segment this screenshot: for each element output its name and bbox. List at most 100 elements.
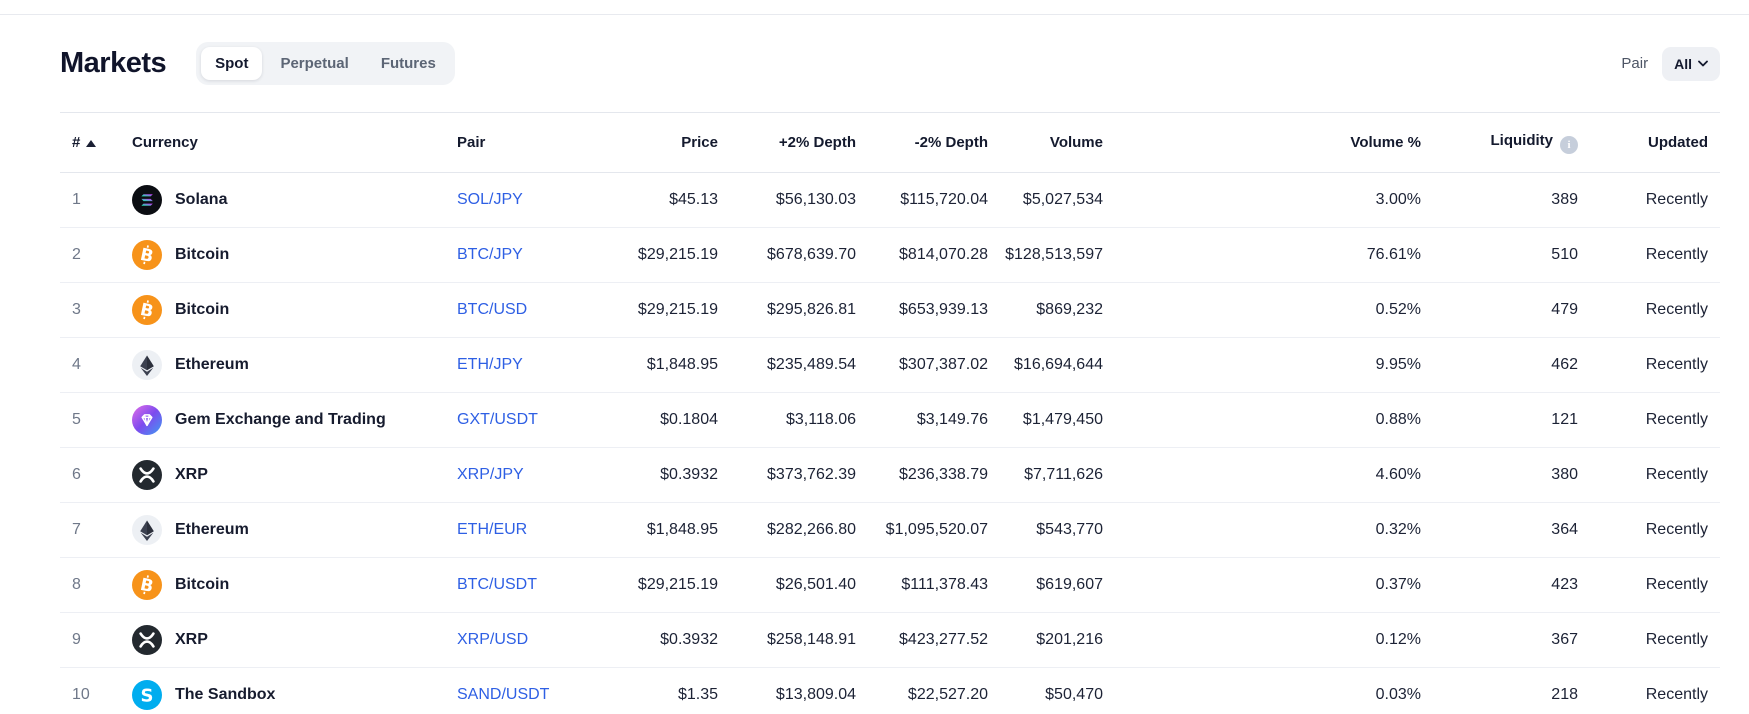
volume-cell: $128,513,597 (1000, 227, 1115, 283)
pair-cell: ETH/JPY (445, 337, 610, 393)
pair-filter-dropdown[interactable]: All (1662, 46, 1720, 81)
pair-link[interactable]: BTC/USDT (457, 576, 537, 593)
currency-cell: Solana (120, 172, 445, 228)
column-header-volume-pct[interactable]: Volume % (1115, 112, 1433, 173)
currency-name: The Sandbox (175, 686, 276, 703)
depth-minus-cell: $423,277.52 (868, 612, 1000, 668)
xrp-icon (132, 625, 162, 655)
column-header-depth-minus[interactable]: -2% Depth (868, 112, 1000, 173)
currency-cell: Ethereum (120, 337, 445, 393)
table-row: 8 B Bitcoin BTC/USDT $29,215.19 $26,501.… (60, 557, 1720, 613)
currency-cell: B Bitcoin (120, 282, 445, 338)
depth-plus-cell: $26,501.40 (730, 557, 868, 613)
price-cell: $45.13 (610, 172, 730, 228)
updated-cell: Recently (1590, 172, 1720, 228)
rank-cell: 4 (60, 337, 120, 393)
column-header-price[interactable]: Price (610, 112, 730, 173)
currency-cell: Ethereum (120, 502, 445, 558)
price-cell: $29,215.19 (610, 282, 730, 338)
column-header-volume[interactable]: Volume (1000, 112, 1115, 173)
currency-name: Bitcoin (175, 576, 230, 593)
column-header-currency[interactable]: Currency (120, 112, 445, 173)
tab-perpetual[interactable]: Perpetual (266, 47, 362, 80)
volume-pct-cell: 4.60% (1115, 447, 1433, 503)
tab-spot[interactable]: Spot (201, 47, 263, 80)
market-rows: 1 Solana SOL/JPY $45.13 $56,130.03 $115,… (60, 172, 1720, 714)
volume-pct-cell: 0.52% (1115, 282, 1433, 338)
column-header-rank[interactable]: # (60, 112, 120, 173)
updated-cell: Recently (1590, 447, 1720, 503)
depth-plus-cell: $56,130.03 (730, 172, 868, 228)
rank-cell: 5 (60, 392, 120, 448)
rank-cell: 6 (60, 447, 120, 503)
pair-link[interactable]: SOL/JPY (457, 191, 523, 208)
updated-cell: Recently (1590, 667, 1720, 714)
market-type-tabs: Spot Perpetual Futures (196, 42, 455, 85)
column-header-updated[interactable]: Updated (1590, 112, 1720, 173)
volume-cell: $201,216 (1000, 612, 1115, 668)
currency-name: Bitcoin (175, 301, 230, 318)
pair-filter-value: All (1674, 55, 1692, 72)
rank-cell: 8 (60, 557, 120, 613)
volume-cell: $1,479,450 (1000, 392, 1115, 448)
updated-cell: Recently (1590, 337, 1720, 393)
currency-name: Gem Exchange and Trading (175, 411, 386, 428)
updated-cell: Recently (1590, 227, 1720, 283)
updated-cell: Recently (1590, 557, 1720, 613)
volume-cell: $543,770 (1000, 502, 1115, 558)
table-row: 10 S The Sandbox SAND/USDT $1.35 $13,809… (60, 667, 1720, 714)
bitcoin-icon: B (132, 240, 162, 270)
pair-link[interactable]: BTC/USD (457, 301, 528, 318)
bitcoin-icon: B (132, 570, 162, 600)
volume-pct-cell: 3.00% (1115, 172, 1433, 228)
pair-link[interactable]: GXT/USDT (457, 411, 538, 428)
pair-link[interactable]: BTC/JPY (457, 246, 523, 263)
table-row: 4 Ethereum ETH/JPY $1,848.95 $235,489.54… (60, 337, 1720, 393)
ethereum-icon (132, 350, 162, 380)
liquidity-cell: 389 (1433, 172, 1590, 228)
pair-cell: BTC/USD (445, 282, 610, 338)
xrp-icon (132, 460, 162, 490)
depth-minus-cell: $653,939.13 (868, 282, 1000, 338)
currency-cell: S The Sandbox (120, 667, 445, 714)
price-cell: $0.3932 (610, 447, 730, 503)
volume-pct-cell: 0.12% (1115, 612, 1433, 668)
rank-cell: 2 (60, 227, 120, 283)
pair-link[interactable]: ETH/JPY (457, 356, 523, 373)
column-header-liquidity[interactable]: Liquidity i (1433, 112, 1590, 173)
price-cell: $0.3932 (610, 612, 730, 668)
volume-pct-cell: 0.03% (1115, 667, 1433, 714)
pair-cell: SOL/JPY (445, 172, 610, 228)
price-cell: $0.1804 (610, 392, 730, 448)
info-icon[interactable]: i (1560, 135, 1578, 154)
pair-cell: BTC/USDT (445, 557, 610, 613)
currency-cell: XRP (120, 447, 445, 503)
pair-link[interactable]: SAND/USDT (457, 686, 550, 703)
rank-cell: 9 (60, 612, 120, 668)
currency-cell: XRP (120, 612, 445, 668)
price-cell: $1,848.95 (610, 502, 730, 558)
depth-plus-cell: $282,266.80 (730, 502, 868, 558)
pair-link[interactable]: XRP/JPY (457, 466, 524, 483)
liquidity-cell: 423 (1433, 557, 1590, 613)
liquidity-cell: 462 (1433, 337, 1590, 393)
price-cell: $29,215.19 (610, 227, 730, 283)
tab-futures[interactable]: Futures (367, 47, 450, 80)
column-header-pair[interactable]: Pair (445, 112, 610, 173)
rank-cell: 3 (60, 282, 120, 338)
pair-link[interactable]: XRP/USD (457, 631, 529, 648)
depth-minus-cell: $3,149.76 (868, 392, 1000, 448)
column-header-depth-plus[interactable]: +2% Depth (730, 112, 868, 173)
pair-link[interactable]: ETH/EUR (457, 521, 528, 538)
currency-name: Solana (175, 191, 228, 208)
table-row: 1 Solana SOL/JPY $45.13 $56,130.03 $115,… (60, 172, 1720, 228)
depth-plus-cell: $258,148.91 (730, 612, 868, 668)
pair-filter: Pair All (1621, 46, 1720, 81)
currency-cell: B Bitcoin (120, 227, 445, 283)
markets-table: # Currency Pair Price +2% Depth -2% Dept… (60, 112, 1720, 714)
depth-minus-cell: $814,070.28 (868, 227, 1000, 283)
price-cell: $1,848.95 (610, 337, 730, 393)
depth-minus-cell: $236,338.79 (868, 447, 1000, 503)
depth-minus-cell: $115,720.04 (868, 172, 1000, 228)
rank-cell: 7 (60, 502, 120, 558)
